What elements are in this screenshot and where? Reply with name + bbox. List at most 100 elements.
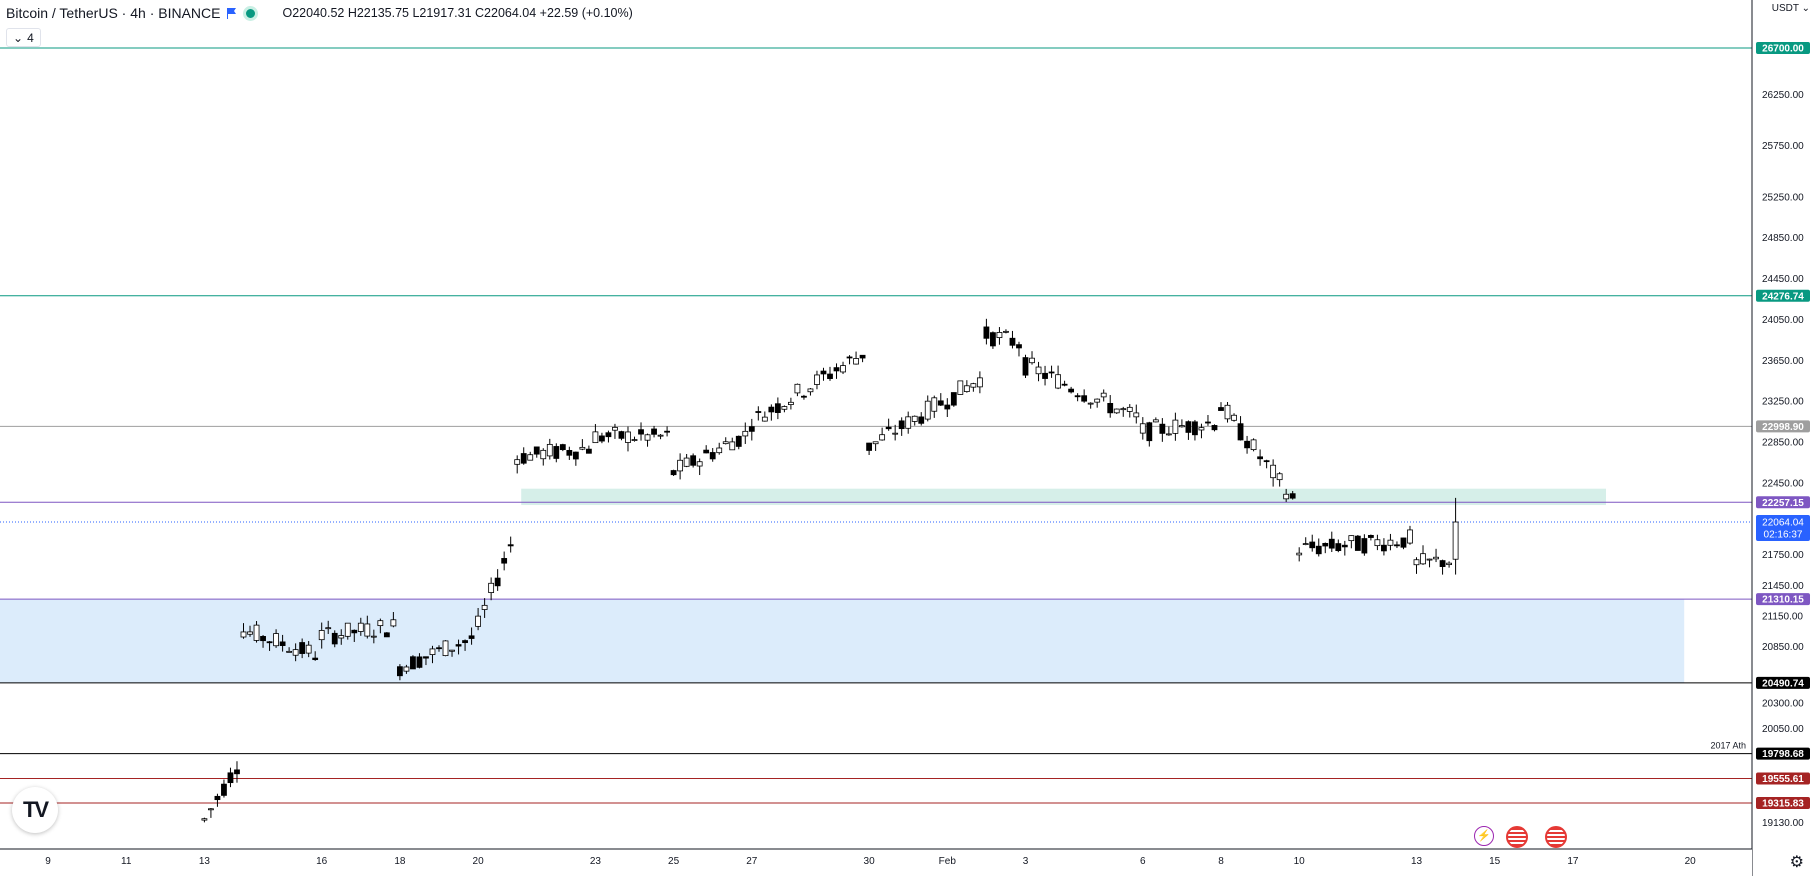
candle-body [383, 632, 390, 638]
candle-body [1211, 425, 1218, 431]
symbol-legend: Bitcoin / TetherUS · 4h · BINANCE O22040… [6, 5, 633, 21]
candle-body [1159, 423, 1166, 434]
price-axis-bg [1752, 0, 1818, 876]
candle-body [357, 622, 364, 632]
candle-body [1205, 421, 1211, 424]
indicators-toggle[interactable]: ⌄ 4 [6, 28, 41, 47]
candle-body [429, 648, 436, 656]
market-status-icon[interactable] [243, 5, 259, 21]
line-price-label: 19555.61 [1762, 774, 1804, 785]
candle-body [1328, 538, 1335, 549]
candle-body [533, 446, 540, 455]
line-price-label-bg [1756, 289, 1810, 302]
candle-body [208, 808, 214, 811]
time-tick-label: 23 [590, 856, 602, 867]
horizontal-lines-layer: 2017 Ath [0, 47, 1752, 804]
candle-body [403, 666, 410, 672]
candle-body [1068, 388, 1075, 393]
candle-body [442, 640, 449, 657]
candle-body [970, 383, 977, 388]
candle-body [377, 620, 384, 627]
candle-body [1433, 556, 1439, 560]
candle-body [227, 772, 234, 784]
candle-body [1152, 419, 1159, 423]
candle-body [325, 627, 332, 630]
candle-body [670, 470, 677, 476]
time-tick-label: 30 [864, 856, 876, 867]
candle-body [475, 615, 482, 627]
candle-body [240, 631, 247, 638]
price-tick-label: 21750.00 [1762, 550, 1804, 561]
candle-body [1107, 403, 1114, 414]
countdown-label: 02:16:37 [1764, 530, 1803, 541]
candle-body [879, 434, 886, 441]
line-price-label-bg [1756, 772, 1810, 785]
line-price-label-bg [1756, 496, 1810, 509]
candle-body [1120, 408, 1127, 411]
candle-body [677, 459, 684, 472]
candle-body [514, 459, 521, 465]
candle-body [729, 441, 736, 451]
candle-body [501, 558, 508, 564]
candle-body [885, 426, 892, 430]
indicators-count: 4 [27, 30, 34, 45]
candle-body [572, 451, 579, 460]
symbol-title[interactable]: Bitcoin / TetherUS · 4h · BINANCE [6, 5, 221, 21]
candle-body [299, 642, 306, 654]
price-tick-label: 21450.00 [1762, 581, 1804, 592]
time-tick-label: 20 [473, 856, 485, 867]
candle-body [644, 434, 651, 441]
price-tick-label: 21150.00 [1762, 611, 1803, 622]
price-tick-label: 24850.00 [1762, 233, 1804, 244]
flag-icon[interactable] [226, 7, 237, 19]
line-price-label-bg [1756, 676, 1810, 689]
candle-body [1022, 357, 1029, 376]
candle-body [651, 428, 657, 435]
time-tick-label: 17 [1567, 856, 1579, 867]
ohlc-values: O22040.52 H22135.75 L21917.31 C22064.04 … [282, 6, 633, 20]
candle-body [866, 442, 872, 451]
candle-body [1218, 407, 1224, 411]
candle-body [396, 666, 403, 677]
candle-body [1348, 535, 1355, 542]
candle-body [1061, 383, 1068, 386]
line-price-label-bg [1756, 747, 1810, 760]
candle-body [1335, 543, 1342, 552]
line-price-label: 24276.74 [1762, 291, 1804, 302]
gear-icon[interactable]: ⚙ [1789, 854, 1804, 871]
candle-body [957, 380, 964, 395]
candle-body [423, 656, 429, 659]
candle-body [846, 356, 853, 359]
candle-body [1263, 460, 1270, 463]
us-flag-event-icon[interactable] [1506, 826, 1528, 848]
candle-body [416, 656, 423, 668]
time-tick-label: 11 [121, 856, 132, 867]
price-tick-label: 23250.00 [1762, 397, 1804, 408]
candle-body [1361, 538, 1368, 554]
candle-body [1237, 423, 1244, 441]
candle-body [338, 635, 345, 639]
candle-body [234, 769, 240, 775]
lightning-event-icon[interactable]: ⚡ [1474, 826, 1494, 846]
candle-body [266, 641, 273, 644]
candle-body [716, 447, 723, 454]
candle-body [872, 441, 879, 445]
currency-selector[interactable]: USDT ⌄ [1772, 3, 1810, 14]
time-tick-label: 20 [1685, 856, 1697, 867]
candle-body [1146, 422, 1153, 442]
tradingview-logo-icon[interactable]: TV [12, 787, 58, 833]
candle-body [918, 416, 925, 424]
time-axis-bg [0, 849, 1752, 876]
candle-body [638, 429, 644, 435]
chevron-down-icon: ⌄ [1801, 3, 1810, 14]
candle-body [1452, 521, 1459, 560]
candle-body [859, 354, 866, 359]
candle-body [305, 644, 312, 654]
candle-body [788, 401, 794, 405]
candle-body [625, 431, 631, 443]
candle-body [898, 420, 905, 430]
price-tick-label: 19130.00 [1762, 818, 1804, 829]
us-flag-event-icon[interactable] [1545, 826, 1567, 848]
candle-body [664, 430, 670, 433]
